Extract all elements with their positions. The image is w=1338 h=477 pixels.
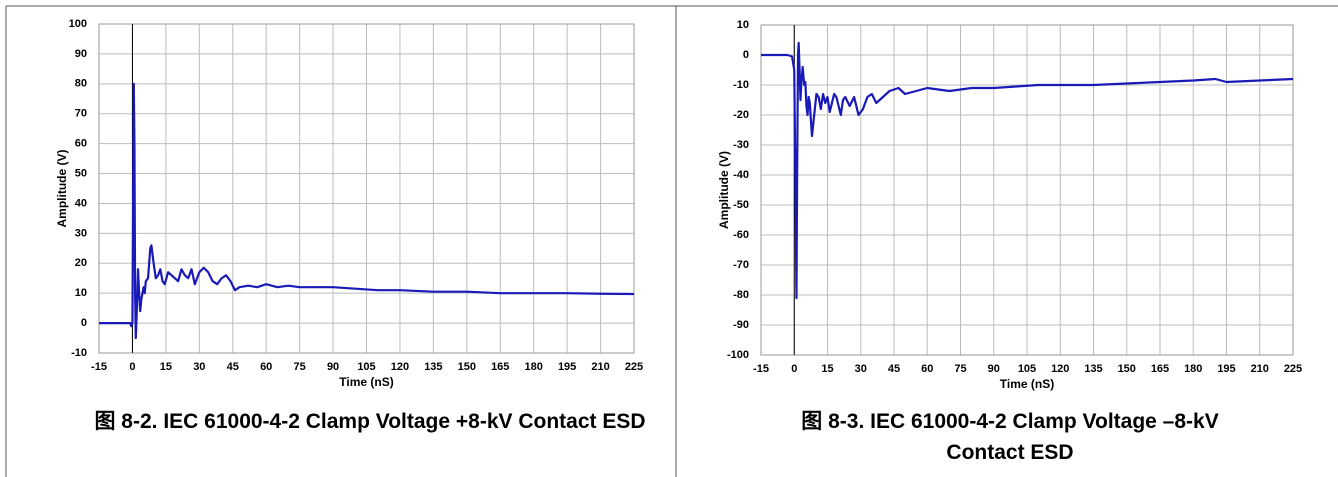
y-tick-label: 100 <box>69 18 87 30</box>
x-tick-label: 60 <box>260 361 272 373</box>
y-tick-label: -10 <box>733 79 749 91</box>
x-tick-label: 45 <box>227 361 239 373</box>
x-tick-label: 150 <box>458 361 476 373</box>
y-tick-label: 0 <box>743 49 749 61</box>
x-tick-label: 45 <box>888 363 900 375</box>
x-tick-label: 30 <box>193 361 205 373</box>
y-tick-label: -100 <box>727 349 749 361</box>
y-tick-label: -70 <box>733 259 749 271</box>
x-tick-label: 0 <box>791 363 797 375</box>
data-line <box>99 82 635 340</box>
y-tick-label: -90 <box>733 319 749 331</box>
x-axis-label: Time (nS) <box>339 375 393 389</box>
x-tick-label: 60 <box>921 363 933 375</box>
x-tick-label: 150 <box>1118 363 1136 375</box>
y-tick-label: -10 <box>71 347 87 359</box>
x-tick-label: 165 <box>1151 363 1169 375</box>
x-axis-label: Time (nS) <box>1000 377 1054 391</box>
y-axis-label: Amplitude (V) <box>55 150 69 228</box>
x-tick-label: 210 <box>591 361 609 373</box>
y-axis-label: Amplitude (V) <box>717 151 731 229</box>
y-tick-label: -50 <box>733 199 749 211</box>
y-tick-label: -60 <box>733 229 749 241</box>
y-tick-label: 0 <box>81 317 87 329</box>
x-tick-label: 90 <box>327 361 339 373</box>
x-tick-label: 225 <box>1284 363 1302 375</box>
data-line <box>761 41 1294 300</box>
x-tick-label: 90 <box>988 363 1000 375</box>
y-tick-label: 10 <box>75 287 87 299</box>
x-tick-label: -15 <box>753 363 769 375</box>
x-tick-label: -15 <box>91 361 107 373</box>
y-tick-label: -20 <box>733 109 749 121</box>
x-tick-label: 195 <box>558 361 576 373</box>
y-tick-label: 20 <box>75 257 87 269</box>
y-tick-label: 60 <box>75 138 87 150</box>
x-tick-label: 225 <box>625 361 643 373</box>
x-tick-label: 180 <box>1184 363 1202 375</box>
caption: 图 8-3. IEC 61000-4-2 Clamp Voltage –8-kV… <box>801 410 1219 464</box>
x-tick-label: 195 <box>1217 363 1235 375</box>
y-tick-label: 80 <box>75 78 87 90</box>
y-tick-label: 90 <box>75 48 87 60</box>
x-tick-label: 75 <box>954 363 966 375</box>
x-tick-label: 30 <box>855 363 867 375</box>
x-tick-label: 105 <box>1018 363 1036 375</box>
x-tick-label: 15 <box>821 363 833 375</box>
x-tick-label: 135 <box>1084 363 1102 375</box>
x-tick-label: 15 <box>160 361 172 373</box>
y-tick-label: -80 <box>733 289 749 301</box>
x-tick-label: 135 <box>424 361 442 373</box>
y-tick-label: 70 <box>75 108 87 120</box>
y-tick-label: -30 <box>733 139 749 151</box>
y-tick-label: 40 <box>75 197 87 209</box>
y-tick-label: -40 <box>733 169 749 181</box>
plot-border <box>98 23 635 354</box>
x-tick-label: 180 <box>525 361 543 373</box>
x-tick-label: 75 <box>294 361 306 373</box>
plot-border <box>760 24 1294 356</box>
x-tick-label: 120 <box>1051 363 1069 375</box>
caption: 图 8-2. IEC 61000-4-2 Clamp Voltage +8-kV… <box>94 410 646 433</box>
x-tick-label: 210 <box>1251 363 1269 375</box>
x-tick-label: 105 <box>357 361 375 373</box>
y-tick-label: 30 <box>75 227 87 239</box>
x-tick-label: 0 <box>129 361 135 373</box>
x-tick-label: 120 <box>391 361 409 373</box>
x-tick-label: 165 <box>491 361 509 373</box>
y-tick-label: 50 <box>75 167 87 179</box>
y-tick-label: 10 <box>737 19 749 31</box>
